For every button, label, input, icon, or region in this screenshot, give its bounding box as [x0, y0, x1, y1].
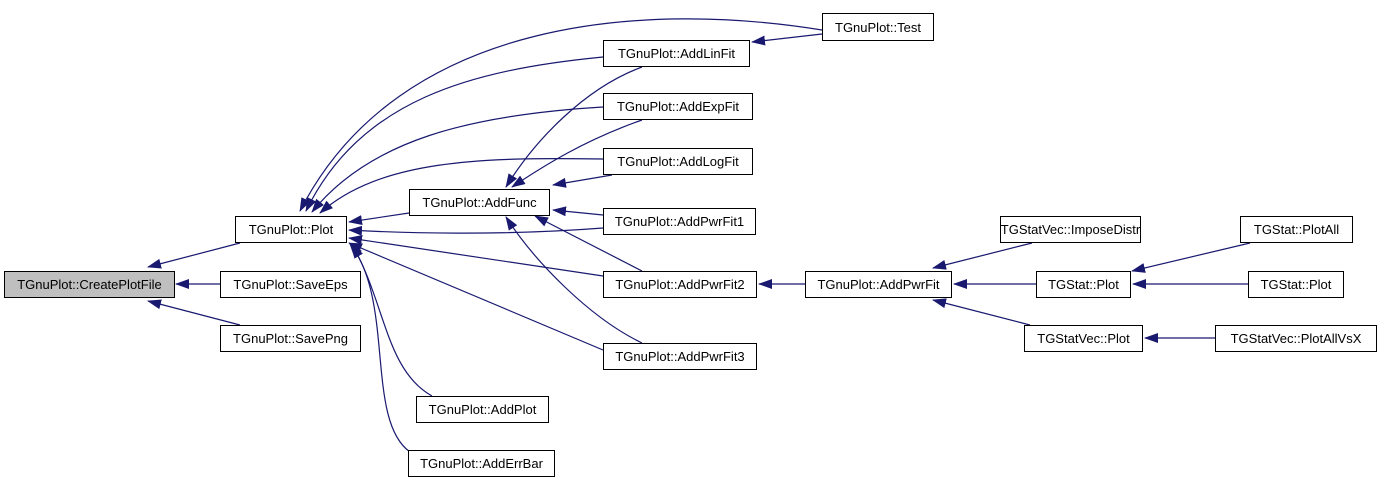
- node-addpwrfit[interactable]: TGnuPlot::AddPwrFit: [805, 271, 952, 298]
- edge-addlogfit-to-addfunc: [552, 174, 613, 188]
- edge-addpwrfit2-to-plot: [348, 234, 604, 277]
- edge-addlinfit-to-plot: [305, 56, 604, 212]
- edge-addpwrfit3-to-addfunc: [505, 216, 643, 344]
- node-plot[interactable]: TGnuPlot::Plot: [235, 216, 347, 243]
- node-imposedistr[interactable]: TGStatVec::ImposeDistr: [1000, 216, 1141, 243]
- edge-addexpfit-to-addfunc: [511, 119, 643, 188]
- edge-addfunc-to-plot: [348, 212, 410, 226]
- edge-savepng-to-createplotfile: [147, 299, 241, 326]
- edge-imposedistr-to-addpwrfit: [932, 242, 1033, 270]
- node-plotallvsx[interactable]: TGStatVec::PlotAllVsX: [1215, 325, 1377, 352]
- edge-addlinfit-to-addfunc: [505, 66, 643, 188]
- edge-addpwrfit2-to-addfunc: [534, 215, 643, 272]
- node-tgstat-plot[interactable]: TGStat::Plot: [1036, 271, 1131, 298]
- node-adderrbar[interactable]: TGnuPlot::AddErrBar: [408, 450, 555, 477]
- node-addplot[interactable]: TGnuPlot::AddPlot: [416, 396, 549, 423]
- node-addexpfit[interactable]: TGnuPlot::AddExpFit: [603, 93, 753, 120]
- node-plotall[interactable]: TGStat::PlotAll: [1240, 216, 1353, 243]
- edge-addpwrfit1-to-plot: [348, 225, 604, 236]
- edge-adderrbar-to-plot: [349, 243, 411, 453]
- node-addlinfit[interactable]: TGnuPlot::AddLinFit: [603, 40, 750, 67]
- node-addpwrfit3[interactable]: TGnuPlot::AddPwrFit3: [603, 343, 757, 370]
- node-test[interactable]: TGnuPlot::Test: [822, 13, 934, 41]
- edge-addexpfit-to-plot: [311, 106, 604, 213]
- node-addpwrfit1[interactable]: TGnuPlot::AddPwrFit1: [603, 208, 756, 235]
- edge-addpwrfit1-to-addfunc: [552, 206, 604, 217]
- node-tgstat-plot-2[interactable]: TGStat::Plot: [1248, 271, 1344, 298]
- edge-test-to-plot: [299, 18, 823, 212]
- node-addlogfit[interactable]: TGnuPlot::AddLogFit: [603, 148, 753, 175]
- edge-plotall-to-tgstat_plot: [1131, 242, 1251, 273]
- node-addpwrfit2[interactable]: TGnuPlot::AddPwrFit2: [603, 271, 757, 298]
- edge-plot-to-createplotfile: [147, 242, 241, 269]
- node-createplotfile[interactable]: TGnuPlot::CreatePlotFile: [4, 271, 175, 298]
- node-tgstatvec-plot[interactable]: TGStatVec::Plot: [1024, 325, 1143, 352]
- node-addfunc[interactable]: TGnuPlot::AddFunc: [409, 189, 550, 216]
- edge-tgstatvec_plot-to-addpwrfit: [932, 298, 1031, 326]
- edge-addpwrfit3-to-plot: [348, 242, 604, 351]
- node-saveeps[interactable]: TGnuPlot::SaveEps: [220, 271, 361, 298]
- edge-test-to-addlinfit: [751, 33, 823, 46]
- node-savepng[interactable]: TGnuPlot::SavePng: [220, 325, 361, 352]
